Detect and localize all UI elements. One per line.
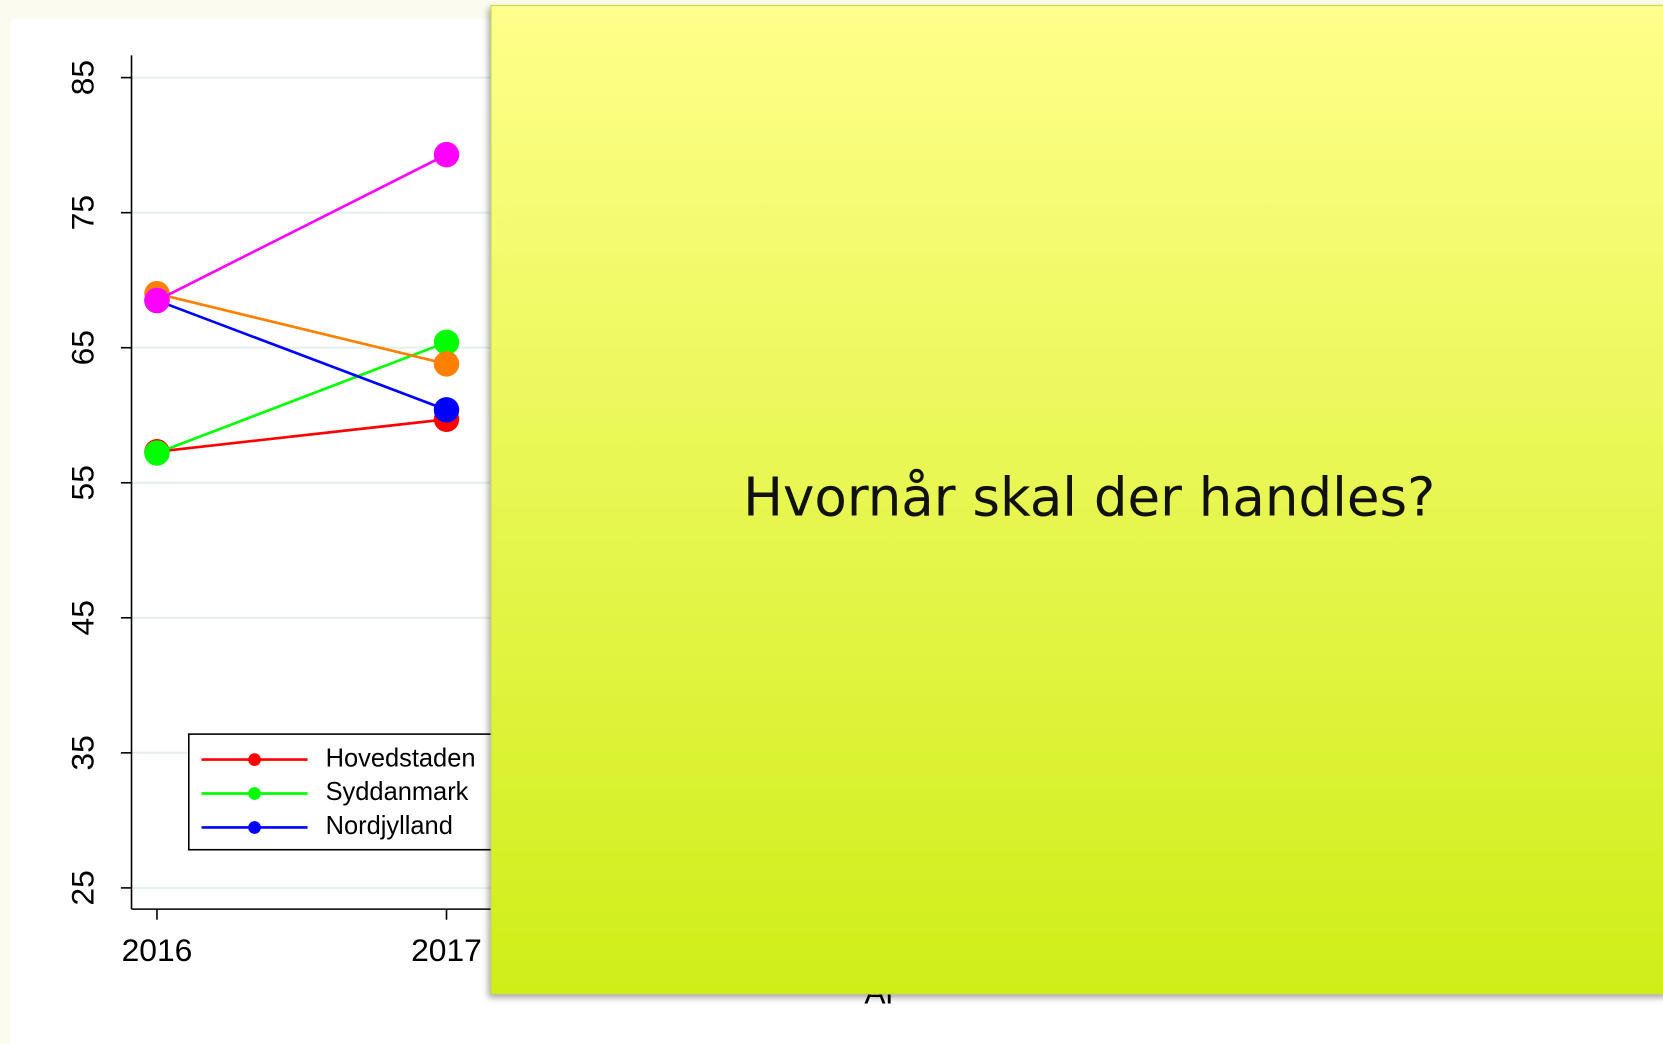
series-line: [156, 153, 448, 302]
legend-label: Nordjylland: [326, 812, 453, 840]
y-tick-label: 55: [64, 465, 100, 500]
overlay: Hvornår skal der handles?: [490, 4, 1663, 995]
y-tick-label: 75: [64, 195, 100, 230]
series-point: [433, 351, 460, 377]
series-point: [144, 440, 170, 466]
series-line: [156, 341, 447, 455]
y-tick-label: 25: [64, 870, 100, 905]
series-line: [156, 417, 447, 454]
legend-marker: [248, 753, 261, 766]
legend-box: [187, 733, 508, 851]
series-point: [433, 141, 460, 168]
overlay-text: Hvornår skal der handles?: [743, 466, 1435, 528]
series-line: [156, 299, 447, 412]
series-point: [433, 329, 460, 356]
y-tick-label: 85: [64, 60, 100, 95]
legend-label: Syddanmark: [326, 778, 469, 806]
x-tick-label: 2016: [122, 932, 193, 968]
overlay-box: [490, 4, 1663, 995]
series-line: [156, 292, 447, 366]
y-tick-label: 35: [64, 735, 100, 770]
x-tick-label: 2017: [411, 932, 482, 968]
legend-marker: [248, 787, 261, 800]
y-tick-label: 65: [64, 330, 100, 365]
series-point: [144, 287, 170, 314]
legend-label: Hovedstaden: [326, 744, 476, 772]
y-tick-label: 45: [64, 600, 100, 635]
legend-marker: [248, 821, 261, 834]
series-point: [433, 397, 460, 423]
